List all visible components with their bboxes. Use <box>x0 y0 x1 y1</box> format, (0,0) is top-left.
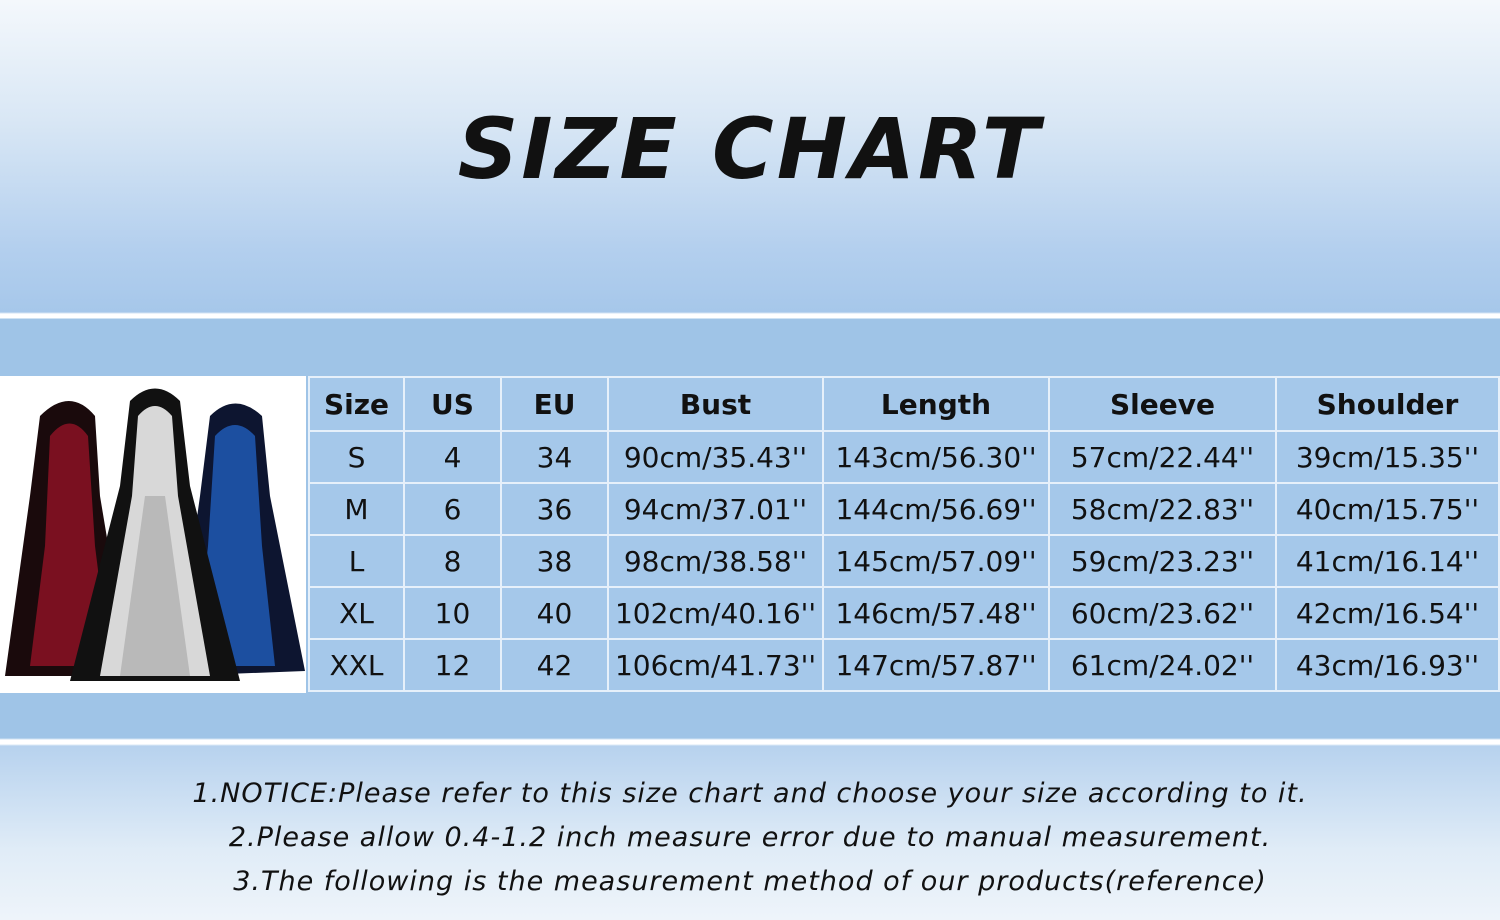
header-bust: Bust <box>607 376 824 432</box>
note-2: 2.Please allow 0.4-1.2 inch measure erro… <box>228 822 1272 853</box>
table-cell: 146cm/57.48'' <box>822 586 1050 640</box>
table-row: M 6 36 94cm/37.01'' 144cm/56.69'' 58cm/22.83'… <box>308 482 1500 536</box>
table-cell: XL <box>308 586 405 640</box>
page-title: SIZE CHART <box>457 100 1043 198</box>
table-cell: 94cm/37.01'' <box>607 482 824 536</box>
table-cell: M <box>308 482 405 536</box>
table-cell: 10 <box>403 586 502 640</box>
header-size: Size <box>308 376 405 432</box>
table-cell: 102cm/40.16'' <box>607 586 824 640</box>
table-cell: 90cm/35.43'' <box>607 430 824 484</box>
note-3: 3.The following is the measurement metho… <box>233 866 1267 897</box>
header-sleeve: Sleeve <box>1048 376 1277 432</box>
table-header-row: Size US EU Bust Length Sleeve Shoulder <box>308 376 1500 432</box>
table-cell: 106cm/41.73'' <box>607 638 824 692</box>
table-row: S 4 34 90cm/35.43'' 143cm/56.30'' 57cm/22.44'… <box>308 430 1500 484</box>
header-length: Length <box>822 376 1050 432</box>
table-cell: 6 <box>403 482 502 536</box>
header-us: US <box>403 376 502 432</box>
table-cell: 60cm/23.62'' <box>1048 586 1277 640</box>
table-cell: 98cm/38.58'' <box>607 534 824 588</box>
header-shoulder: Shoulder <box>1275 376 1500 432</box>
table-cell: S <box>308 430 405 484</box>
table-cell: 42 <box>500 638 609 692</box>
table-row: XXL 12 42 106cm/41.73'' 147cm/57.87'' 61cm/24… <box>308 638 1500 692</box>
header-eu: EU <box>500 376 609 432</box>
table-cell: 147cm/57.87'' <box>822 638 1050 692</box>
size-table: Size US EU Bust Length Sleeve Shoulder S… <box>308 376 1500 692</box>
table-row: L 8 38 98cm/38.58'' 145cm/57.09'' 59cm/23.23'… <box>308 534 1500 588</box>
table-cell: 36 <box>500 482 609 536</box>
table-cell: 59cm/23.23'' <box>1048 534 1277 588</box>
table-cell: 61cm/24.02'' <box>1048 638 1277 692</box>
table-cell: 8 <box>403 534 502 588</box>
table-cell: 40cm/15.75'' <box>1275 482 1500 536</box>
table-cell: XXL <box>308 638 405 692</box>
table-cell: 41cm/16.14'' <box>1275 534 1500 588</box>
product-photo <box>0 376 306 693</box>
table-cell: 144cm/56.69'' <box>822 482 1050 536</box>
table-cell: 58cm/22.83'' <box>1048 482 1277 536</box>
table-cell: 39cm/15.35'' <box>1275 430 1500 484</box>
table-cell: 40 <box>500 586 609 640</box>
table-cell: 143cm/56.30'' <box>822 430 1050 484</box>
notes: 1.NOTICE:Please refer to this size chart… <box>0 772 1500 904</box>
table-cell: 145cm/57.09'' <box>822 534 1050 588</box>
table-cell: 57cm/22.44'' <box>1048 430 1277 484</box>
table-cell: 42cm/16.54'' <box>1275 586 1500 640</box>
note-1: 1.NOTICE:Please refer to this size chart… <box>192 778 1308 809</box>
table-cell: L <box>308 534 405 588</box>
table-row: XL 10 40 102cm/40.16'' 146cm/57.48'' 60cm/23.… <box>308 586 1500 640</box>
table-cell: 38 <box>500 534 609 588</box>
table-cell: 12 <box>403 638 502 692</box>
table-cell: 43cm/16.93'' <box>1275 638 1500 692</box>
table-cell: 34 <box>500 430 609 484</box>
table-cell: 4 <box>403 430 502 484</box>
